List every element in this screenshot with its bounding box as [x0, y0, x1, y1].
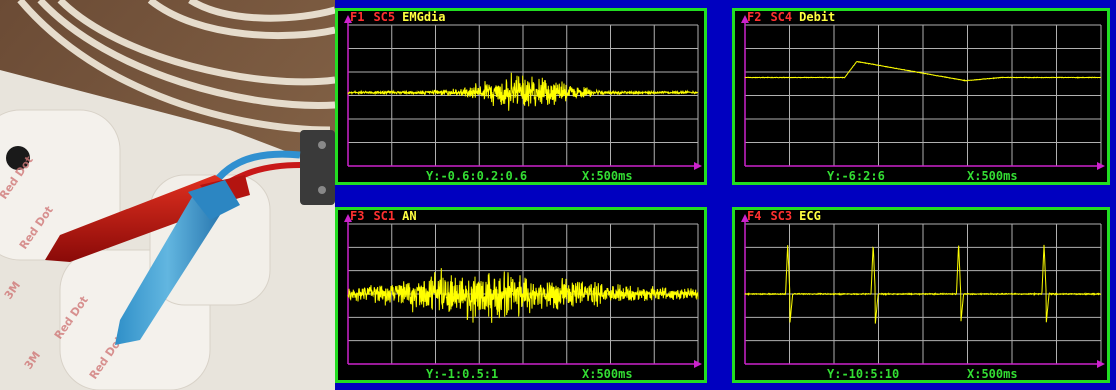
panel-f2-scale-y: Y:-6:2:6 [827, 169, 885, 183]
axes [344, 214, 702, 368]
coiled-cable [17, 0, 335, 134]
oscilloscope-display: F1 SC5 EMGdia Y:-0.6:0.2:0.6 X:500ms F2 SC4… [335, 0, 1116, 390]
panel-f2-channel: SC4 [770, 10, 793, 24]
panel-f3-plot [344, 214, 702, 368]
panel-f2-scale-x: X:500ms [967, 169, 1018, 183]
signal-trace [744, 244, 1102, 324]
panel-f4-func: F4 [747, 209, 762, 223]
grid [744, 223, 1102, 365]
signal-trace [744, 60, 1101, 82]
panel-f2-title: F2 SC4 Debit [747, 11, 835, 23]
panel-f1: F1 SC5 EMGdia Y:-0.6:0.2:0.6 X:500ms [335, 8, 707, 185]
electrode-photo: Red Dot Red Dot 3M Red Dot Red Dot 3M [0, 0, 335, 390]
panel-f3-func: F3 [350, 209, 365, 223]
panel-f3-channel: SC1 [373, 209, 396, 223]
panel-f4: F4 SC3 ECG Y:-10:5:10 X:500ms [732, 207, 1110, 383]
panel-f4-channel: SC3 [770, 209, 793, 223]
panel-f3-scale-y: Y:-1:0.5:1 [426, 367, 499, 381]
panel-f3: F3 SC1 AN Y:-1:0.5:1 X:500ms [335, 207, 707, 383]
panel-f2-name: Debit [799, 10, 836, 24]
electrode-photo-image: Red Dot Red Dot 3M Red Dot Red Dot 3M [0, 0, 335, 390]
panel-f1-channel: SC5 [373, 10, 396, 24]
panel-f3-title: F3 SC1 AN [350, 210, 417, 222]
grid [744, 24, 1102, 167]
panel-f1-name: EMGdia [402, 10, 446, 24]
panel-f1-func: F1 [350, 10, 365, 24]
panel-f3-scale-x: X:500ms [582, 367, 633, 381]
panel-f4-name: ECG [799, 209, 821, 223]
panel-f1-plot [344, 15, 702, 170]
panel-f4-scale-y: Y:-10:5:10 [827, 367, 900, 381]
axes [344, 15, 702, 170]
signal-trace [347, 72, 699, 111]
panel-f1-title: F1 SC5 EMGdia [350, 11, 446, 23]
connector-block [300, 130, 335, 205]
axes [741, 214, 1105, 368]
panel-f4-plot [741, 214, 1105, 368]
panel-f1-scale-y: Y:-0.6:0.2:0.6 [426, 169, 528, 183]
panel-f2-plot [741, 15, 1105, 170]
panel-f2-func: F2 [747, 10, 762, 24]
signal-trace [347, 268, 699, 323]
panel-f4-scale-x: X:500ms [967, 367, 1018, 381]
panel-f4-title: F4 SC3 ECG [747, 210, 821, 222]
panel-f1-scale-x: X:500ms [582, 169, 633, 183]
axes [741, 15, 1105, 170]
grid [347, 24, 699, 167]
blue-clamp [115, 180, 240, 345]
panel-f3-name: AN [402, 209, 417, 223]
panel-f2: F2 SC4 Debit Y:-6:2:6 X:500ms [732, 8, 1110, 185]
